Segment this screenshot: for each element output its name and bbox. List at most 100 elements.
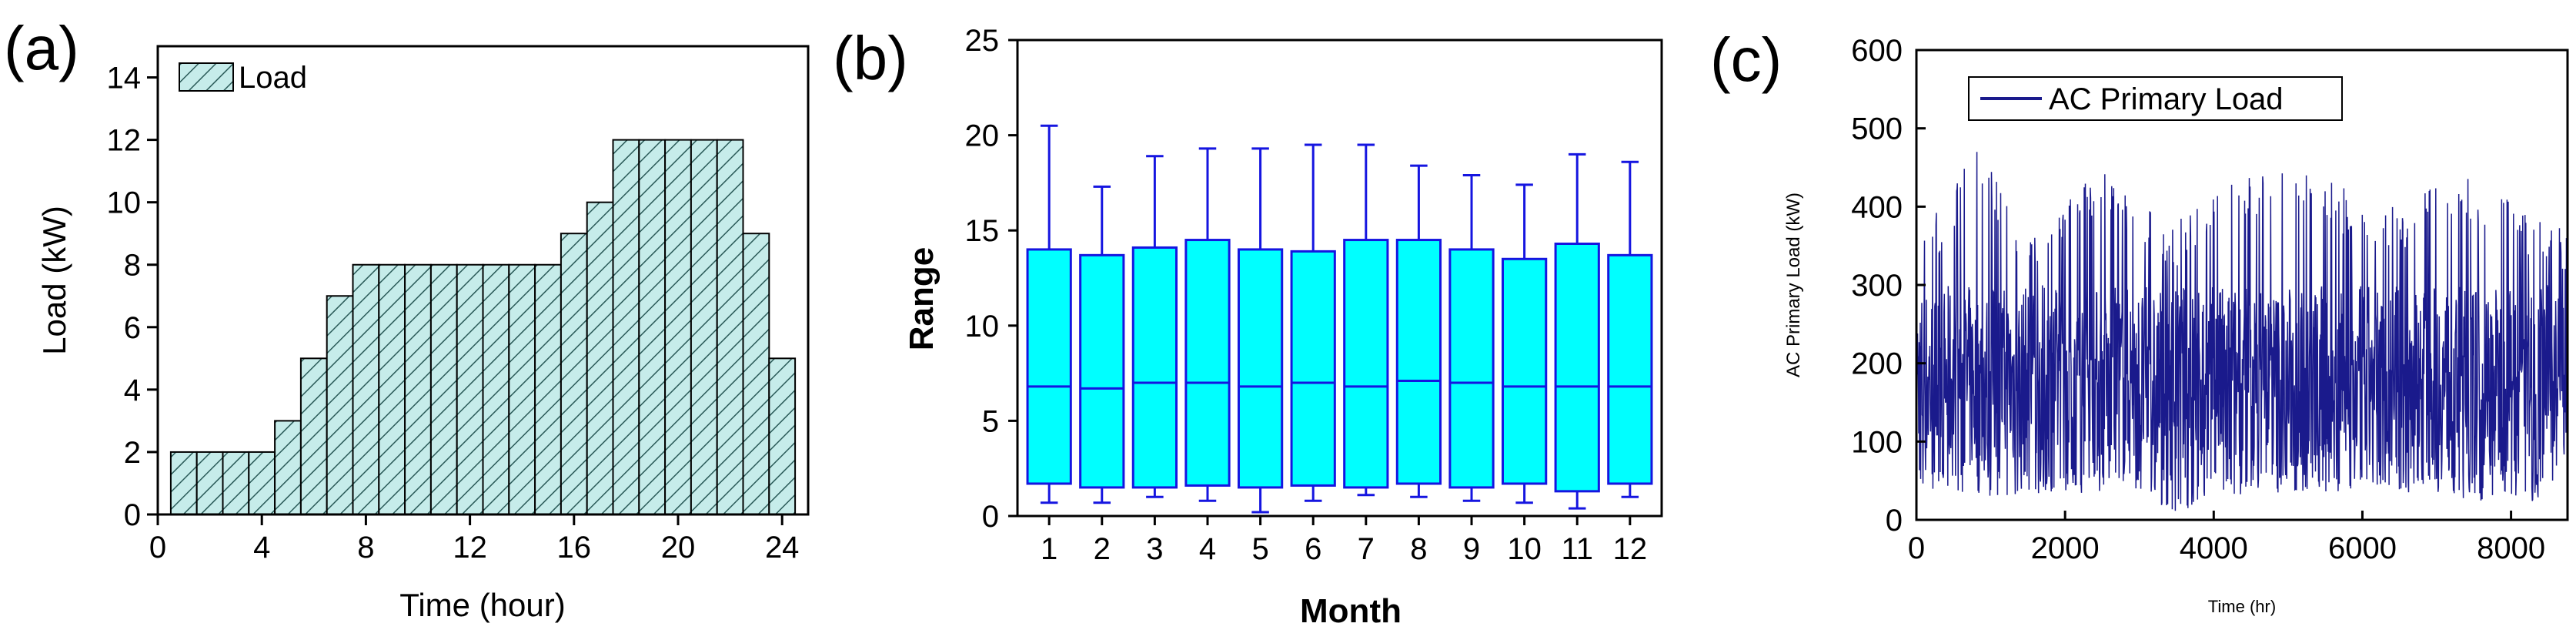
y-tick-label: 0 (1886, 504, 1903, 538)
bar-hour-20 (664, 139, 692, 515)
panel-a-legend-swatch (179, 62, 234, 92)
box-month-4 (1184, 147, 1231, 502)
x-tick-label: 4 (1199, 532, 1216, 566)
panel-b-y-ticks: 0 5 10 15 20 25 (965, 24, 1017, 534)
panel-b-x-ticks: 1 2 3 4 5 6 7 8 9 10 11 12 (1041, 516, 1647, 566)
x-tick-label: 24 (765, 531, 800, 565)
x-tick-label: 2 (1094, 532, 1111, 566)
panel-c-x-axis-label: Time (hr) (2208, 597, 2276, 616)
box-month-5 (1237, 147, 1284, 514)
y-tick-label: 400 (1851, 190, 1903, 224)
y-tick-label: 0 (982, 500, 999, 534)
panel-a-label: (a) (4, 14, 79, 82)
box-month-7 (1343, 143, 1389, 497)
y-tick-label: 4 (124, 374, 141, 407)
bar-hour-10 (404, 263, 432, 515)
box-month-11 (1554, 152, 1600, 510)
y-tick-label: 10 (965, 310, 1000, 343)
box-iqr (1448, 248, 1495, 489)
panel-b-x-axis-label: Month (1300, 592, 1402, 630)
x-tick-label: 0 (149, 531, 166, 565)
x-tick-label: 11 (1561, 532, 1593, 566)
x-tick-label: 6 (1305, 532, 1321, 566)
panel-b-boxes (1026, 124, 1653, 514)
panel-a-legend-label: Load (239, 61, 307, 95)
panel-a-y-axis-label: Load (kW) (36, 206, 72, 355)
y-tick-label: 300 (1851, 269, 1903, 303)
box-iqr (1395, 239, 1442, 485)
panel-c-legend: AC Primary Load (1968, 76, 2343, 121)
box-iqr (1290, 250, 1336, 487)
bar-hour-6 (299, 357, 328, 516)
y-tick-label: 8 (124, 249, 141, 283)
x-tick-label: 16 (557, 531, 592, 565)
bar-hour-11 (429, 263, 458, 515)
panel-a-bars (169, 139, 797, 516)
x-tick-label: 4 (253, 531, 270, 565)
bar-hour-19 (638, 139, 667, 515)
y-tick-label: 2 (124, 436, 141, 470)
x-tick-label: 8 (357, 531, 374, 565)
panel-b-plot-frame (1016, 39, 1663, 518)
x-tick-label: 2000 (2031, 531, 2100, 565)
box-month-6 (1290, 143, 1336, 502)
panel-a-x-ticks: 0 4 8 12 16 20 24 (149, 514, 800, 565)
x-tick-label: 10 (1507, 532, 1542, 566)
box-month-8 (1395, 164, 1442, 498)
bar-hour-14 (508, 263, 536, 515)
y-tick-label: 14 (107, 62, 142, 95)
panel-c-series-line (1916, 152, 2568, 511)
bar-hour-3 (222, 451, 250, 516)
panel-a-x-axis-label: Time (hour) (399, 587, 565, 623)
bar-hour-15 (534, 263, 562, 515)
panel-a-legend: Load (179, 61, 307, 95)
y-tick-label: 15 (965, 214, 1000, 248)
y-tick-label: 0 (124, 498, 141, 532)
bar-hour-22 (716, 139, 744, 515)
bar-hour-4 (248, 451, 276, 516)
bar-hour-17 (586, 201, 614, 515)
panel-b-y-axis-label: Range (903, 247, 941, 350)
y-tick-label: 500 (1851, 112, 1903, 146)
box-iqr (1343, 239, 1389, 489)
box-iqr (1079, 253, 1125, 489)
x-tick-label: 6000 (2328, 531, 2397, 565)
box-iqr (1237, 248, 1284, 489)
y-tick-label: 12 (107, 124, 142, 158)
x-tick-label: 5 (1251, 532, 1268, 566)
x-tick-label: 20 (661, 531, 696, 565)
bar-hour-9 (378, 263, 406, 515)
panel-c-x-ticks: 0 2000 4000 6000 8000 (1908, 511, 2545, 565)
panel-c-label: (c) (1710, 25, 1782, 94)
bar-hour-16 (560, 233, 588, 515)
bar-hour-7 (326, 295, 354, 515)
box-iqr (1026, 248, 1072, 485)
x-tick-label: 7 (1358, 532, 1375, 566)
x-tick-label: 8000 (2477, 531, 2545, 565)
x-tick-label: 0 (1908, 531, 1925, 565)
box-iqr (1184, 239, 1231, 487)
bar-hour-21 (690, 139, 718, 515)
x-tick-label: 1 (1041, 532, 1057, 566)
bar-hour-12 (456, 263, 484, 515)
x-tick-label: 12 (453, 531, 487, 565)
y-tick-label: 20 (965, 119, 1000, 153)
panel-a-plot-frame (156, 45, 810, 516)
panel-c-y-axis-label: AC Primary Load (kW) (1783, 193, 1804, 377)
x-tick-label: 8 (1410, 532, 1427, 566)
panel-a-y-ticks: 0 2 4 6 8 10 12 14 (107, 62, 158, 532)
bar-hour-23 (742, 233, 770, 515)
x-tick-label: 4000 (2180, 531, 2248, 565)
y-tick-label: 5 (982, 404, 999, 438)
box-month-10 (1501, 183, 1548, 504)
panel-c-legend-label: AC Primary Load (2049, 82, 2284, 116)
box-month-2 (1079, 185, 1125, 504)
y-tick-label: 100 (1851, 425, 1903, 459)
x-tick-label: 3 (1146, 532, 1163, 566)
box-month-12 (1607, 160, 1653, 498)
panel-c-y-ticks: 0 100 200 300 400 500 600 (1851, 34, 1926, 538)
box-iqr (1501, 257, 1548, 485)
